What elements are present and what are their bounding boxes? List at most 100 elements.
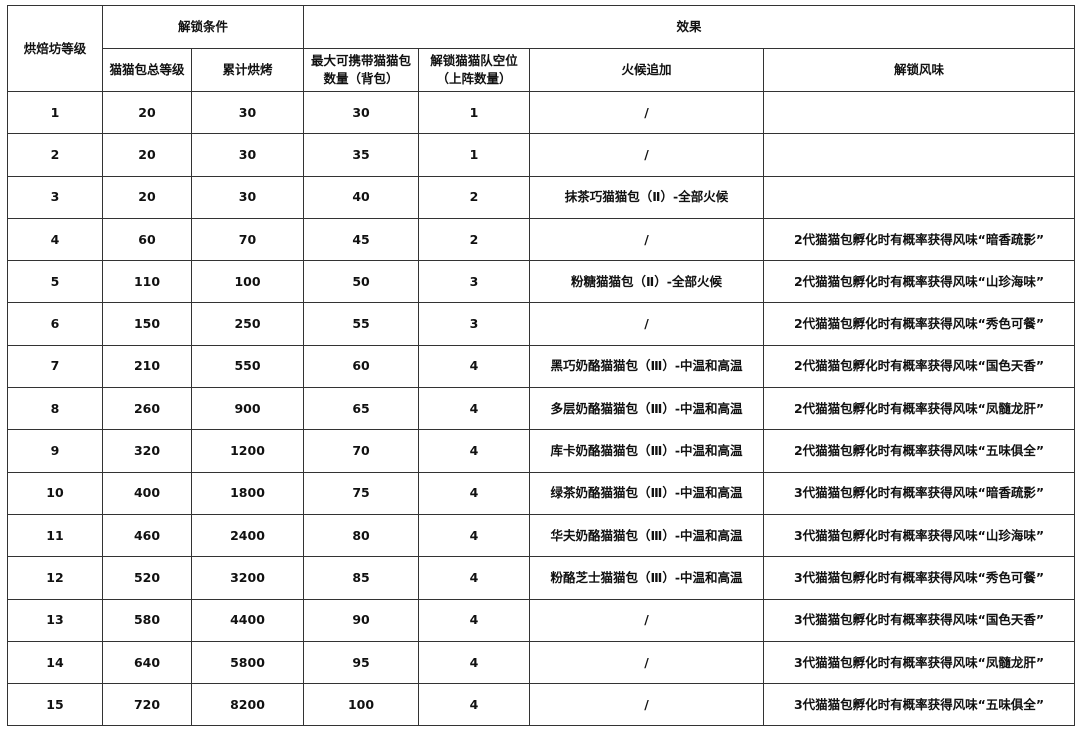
cell-flavor-unlock: 2代猫猫包孵化时有概率获得风味“暗香疏影” (763, 217, 1076, 262)
header-effects: 效果 (303, 5, 1076, 49)
cell-total-bun-level: 20 (102, 133, 192, 177)
table-row: 12 520 3200 85 4 粉酪芝士猫猫包（Ⅲ）-中温和高温 3代猫猫包孵化时有概率获… (7, 556, 1076, 600)
cell-flavor-unlock: 3代猫猫包孵化时有概率获得风味“秀色可餐” (763, 556, 1076, 600)
cell-flavor-unlock: 3代猫猫包孵化时有概率获得风味“山珍海味” (763, 513, 1076, 558)
cell-total-bun-level: 150 (102, 302, 192, 346)
header-level: 烘焙坊等级 (7, 5, 103, 92)
cell-flavor-unlock: 2代猫猫包孵化时有概率获得风味“五味俱全” (763, 429, 1076, 473)
cell-total-bun-level: 720 (102, 683, 192, 727)
cell-max-carry: 90 (303, 598, 420, 642)
cell-max-carry: 30 (303, 90, 420, 135)
table-row: 7 210 550 60 4 黑巧奶酪猫猫包（Ⅲ）-中温和高温 2代猫猫包孵化时有概率获得风… (7, 344, 1076, 389)
cell-heat-bonus: / (529, 598, 765, 642)
cell-level: 5 (7, 260, 103, 304)
cell-total-bun-level: 60 (102, 217, 192, 262)
table-row: 14 640 5800 95 4/3代猫猫包孵化时有概率获得风味“凤髓龙肝” (7, 640, 1076, 685)
cell-level: 3 (7, 175, 103, 219)
cell-level: 7 (7, 344, 103, 389)
cell-team-slots: 2 (418, 175, 531, 219)
cell-total-bun-level: 20 (102, 175, 192, 219)
cell-cumulative-baking: 2400 (190, 513, 305, 558)
cell-flavor-unlock: 2代猫猫包孵化时有概率获得风味“山珍海味” (763, 260, 1076, 304)
cell-heat-bonus: 华夫奶酪猫猫包（Ⅲ）-中温和高温 (529, 513, 765, 558)
cell-level: 6 (7, 302, 103, 346)
table-row: 4 60 70 45 2/2代猫猫包孵化时有概率获得风味“暗香疏影” (7, 217, 1076, 262)
cell-flavor-unlock: 3代猫猫包孵化时有概率获得风味“凤髓龙肝” (763, 640, 1076, 685)
cell-flavor-unlock (763, 175, 1076, 219)
cell-team-slots: 1 (418, 133, 531, 177)
cell-team-slots: 2 (418, 217, 531, 262)
cell-total-bun-level: 520 (102, 556, 192, 600)
cell-cumulative-baking: 30 (190, 133, 305, 177)
cell-heat-bonus: 粉酪芝士猫猫包（Ⅲ）-中温和高温 (529, 556, 765, 600)
cell-heat-bonus: / (529, 640, 765, 685)
cell-heat-bonus: / (529, 133, 765, 177)
cell-team-slots: 4 (418, 387, 531, 431)
cell-heat-bonus: 抹茶巧猫猫包（Ⅱ）-全部火候 (529, 175, 765, 219)
cell-level: 1 (7, 90, 103, 135)
cell-team-slots: 4 (418, 598, 531, 642)
cell-heat-bonus: / (529, 302, 765, 346)
cell-total-bun-level: 640 (102, 640, 192, 685)
bakery-level-table: 烘焙坊等级 解锁条件 效果 猫猫包总等级 累计烘烤 最大可携带猫猫包数量（背包）… (7, 5, 1076, 727)
cell-heat-bonus: / (529, 217, 765, 262)
cell-level: 8 (7, 387, 103, 431)
cell-level: 11 (7, 513, 103, 558)
cell-max-carry: 50 (303, 260, 420, 304)
header-team-slots: 解锁猫猫队空位（上阵数量） (418, 48, 531, 92)
cell-team-slots: 3 (418, 302, 531, 346)
cell-cumulative-baking: 1200 (190, 429, 305, 473)
cell-max-carry: 40 (303, 175, 420, 219)
cell-heat-bonus: / (529, 683, 765, 727)
table-row: 2 20 30 35 1/ (7, 133, 1076, 177)
cell-cumulative-baking: 550 (190, 344, 305, 389)
cell-cumulative-baking: 250 (190, 302, 305, 346)
cell-cumulative-baking: 100 (190, 260, 305, 304)
cell-level: 12 (7, 556, 103, 600)
cell-flavor-unlock: 3代猫猫包孵化时有概率获得风味“国色天香” (763, 598, 1076, 642)
cell-cumulative-baking: 900 (190, 387, 305, 431)
cell-total-bun-level: 580 (102, 598, 192, 642)
table-row: 8 260 900 65 4 多层奶酪猫猫包（Ⅲ）-中温和高温 2代猫猫包孵化时有概率获得风… (7, 387, 1076, 431)
header-max-carry: 最大可携带猫猫包数量（背包） (303, 48, 420, 92)
cell-level: 2 (7, 133, 103, 177)
cell-max-carry: 55 (303, 302, 420, 346)
cell-total-bun-level: 110 (102, 260, 192, 304)
cell-cumulative-baking: 8200 (190, 683, 305, 727)
cell-heat-bonus: 黑巧奶酪猫猫包（Ⅲ）-中温和高温 (529, 344, 765, 389)
cell-level: 15 (7, 683, 103, 727)
cell-level: 10 (7, 471, 103, 515)
cell-max-carry: 45 (303, 217, 420, 262)
cell-level: 13 (7, 598, 103, 642)
cell-heat-bonus: 多层奶酪猫猫包（Ⅲ）-中温和高温 (529, 387, 765, 431)
cell-max-carry: 85 (303, 556, 420, 600)
cell-cumulative-baking: 3200 (190, 556, 305, 600)
cell-total-bun-level: 320 (102, 429, 192, 473)
cell-heat-bonus: / (529, 90, 765, 135)
cell-cumulative-baking: 1800 (190, 471, 305, 515)
cell-total-bun-level: 210 (102, 344, 192, 389)
cell-team-slots: 4 (418, 683, 531, 727)
cell-flavor-unlock: 3代猫猫包孵化时有概率获得风味“五味俱全” (763, 683, 1076, 727)
cell-heat-bonus: 绿茶奶酪猫猫包（Ⅲ）-中温和高温 (529, 471, 765, 515)
cell-team-slots: 4 (418, 640, 531, 685)
table-row: 15 720 8200 100 4/3代猫猫包孵化时有概率获得风味“五味俱全” (7, 683, 1076, 727)
cell-team-slots: 3 (418, 260, 531, 304)
cell-cumulative-baking: 4400 (190, 598, 305, 642)
cell-flavor-unlock: 2代猫猫包孵化时有概率获得风味“凤髓龙肝” (763, 387, 1076, 431)
cell-team-slots: 4 (418, 513, 531, 558)
cell-max-carry: 60 (303, 344, 420, 389)
cell-cumulative-baking: 30 (190, 175, 305, 219)
table-row: 6 150 250 55 3/2代猫猫包孵化时有概率获得风味“秀色可餐” (7, 302, 1076, 346)
cell-max-carry: 65 (303, 387, 420, 431)
cell-flavor-unlock: 3代猫猫包孵化时有概率获得风味“暗香疏影” (763, 471, 1076, 515)
cell-total-bun-level: 20 (102, 90, 192, 135)
cell-cumulative-baking: 30 (190, 90, 305, 135)
cell-max-carry: 80 (303, 513, 420, 558)
header-flavor-unlock: 解锁风味 (763, 48, 1076, 92)
header-heat-bonus: 火候追加 (529, 48, 765, 92)
cell-max-carry: 75 (303, 471, 420, 515)
cell-flavor-unlock (763, 90, 1076, 135)
header-unlock-conditions: 解锁条件 (101, 5, 305, 49)
cell-total-bun-level: 260 (102, 387, 192, 431)
